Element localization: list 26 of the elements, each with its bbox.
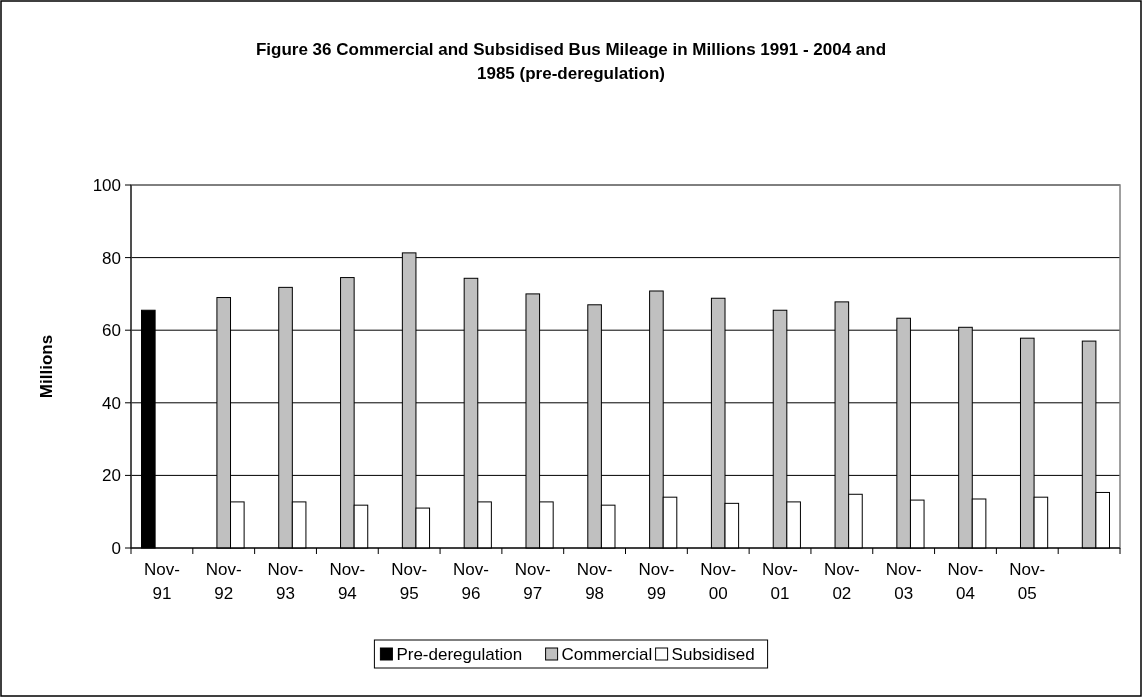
x-tick-label: Nov-91 bbox=[143, 560, 180, 603]
y-tick-label: 100 bbox=[92, 175, 121, 195]
x-tick-label: Nov-04 bbox=[947, 560, 984, 603]
legend-label: Subsidised bbox=[671, 644, 755, 664]
x-tick-label: Nov-94 bbox=[329, 560, 366, 603]
x-tick-label: Nov-92 bbox=[205, 560, 242, 603]
y-tick-label: 80 bbox=[102, 248, 121, 268]
y-tick-label: 20 bbox=[102, 466, 121, 486]
x-tick-label: Nov-96 bbox=[453, 560, 489, 603]
x-tick-label: Nov-98 bbox=[576, 560, 613, 603]
y-tick-label: 40 bbox=[102, 393, 121, 413]
y-axis-title: Millions bbox=[37, 334, 56, 399]
x-tick-label: Nov-97 bbox=[514, 560, 551, 603]
x-tick-label: Nov-93 bbox=[267, 560, 304, 603]
legend-label: Commercial bbox=[561, 644, 653, 664]
x-tick-label: Nov-02 bbox=[823, 560, 860, 603]
legend-label: Pre-deregulation bbox=[396, 644, 523, 664]
y-tick-label: 0 bbox=[111, 538, 121, 558]
x-tick-label: Nov-95 bbox=[391, 560, 428, 603]
chart-title: Figure 36 Commercial and Subsidised Bus Mileage in Millions 1991 - 2004 and 1985 (pre-deregulation) bbox=[255, 40, 887, 83]
x-tick-label: Nov-01 bbox=[762, 560, 798, 603]
x-tick-label: Nov-03 bbox=[885, 560, 922, 603]
y-tick-label: 60 bbox=[102, 321, 121, 341]
x-tick-label: Nov-05 bbox=[1009, 560, 1046, 603]
x-tick-label: Nov-00 bbox=[700, 560, 737, 603]
x-tick-label: Nov-99 bbox=[638, 560, 675, 603]
